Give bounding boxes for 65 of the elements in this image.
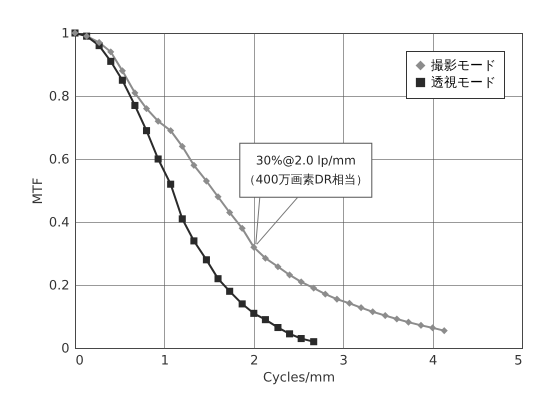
point	[298, 335, 305, 342]
point	[274, 263, 282, 270]
point	[262, 254, 269, 262]
point	[214, 193, 222, 200]
x-tick-label: 4	[428, 354, 438, 368]
point	[358, 304, 365, 312]
point	[382, 312, 389, 320]
point	[333, 296, 340, 303]
point	[214, 275, 222, 282]
point	[118, 67, 126, 74]
point	[262, 316, 269, 324]
point	[167, 180, 174, 188]
point	[190, 162, 198, 169]
y-tick-label: 0.4	[48, 216, 70, 230]
point	[202, 256, 210, 264]
point	[310, 284, 318, 292]
y-axis-title: MTF	[30, 178, 46, 204]
point	[131, 102, 138, 109]
point	[202, 178, 210, 185]
point	[142, 105, 150, 112]
point	[322, 290, 329, 298]
point	[154, 118, 162, 125]
x-axis-title: Cycles/mm	[262, 370, 336, 386]
point	[393, 315, 400, 323]
point	[96, 38, 103, 46]
point	[369, 308, 376, 316]
point	[404, 318, 412, 326]
y-tick-label: 1	[61, 26, 70, 42]
point	[190, 237, 198, 244]
legend-label: 透視モード	[431, 76, 496, 90]
y-tick-label: 0.6	[48, 152, 70, 168]
point	[167, 127, 174, 134]
point	[286, 330, 294, 338]
point	[131, 89, 138, 96]
x-tick-label: 0	[76, 354, 84, 368]
point	[429, 324, 436, 332]
x-tick-label: 2	[250, 354, 258, 368]
x-tick-label: 1	[160, 354, 170, 368]
point	[142, 127, 150, 134]
point	[250, 310, 258, 317]
point	[107, 58, 114, 65]
point	[417, 322, 425, 329]
point	[310, 338, 318, 346]
point	[107, 48, 114, 56]
point	[286, 271, 294, 278]
point	[238, 300, 246, 308]
point	[226, 288, 234, 295]
x-tick-label: 3	[340, 354, 348, 368]
point	[238, 224, 246, 232]
point	[250, 244, 258, 251]
point	[274, 324, 282, 332]
point	[226, 209, 234, 216]
point	[178, 142, 186, 150]
point	[440, 327, 448, 334]
y-tick-label: 0.8	[48, 90, 70, 104]
point	[154, 155, 162, 163]
point	[346, 300, 353, 307]
point	[298, 278, 305, 286]
y-tick-label: 0.2	[48, 278, 70, 294]
y-tick-label: 0	[61, 342, 70, 356]
legend-label: 撮影モード	[431, 58, 496, 74]
annotation: 30%@2.0 lp/mm （400万画素DR相当）	[244, 154, 368, 187]
x-tick-label: 5	[514, 354, 522, 368]
point	[178, 215, 186, 222]
point	[118, 76, 126, 84]
